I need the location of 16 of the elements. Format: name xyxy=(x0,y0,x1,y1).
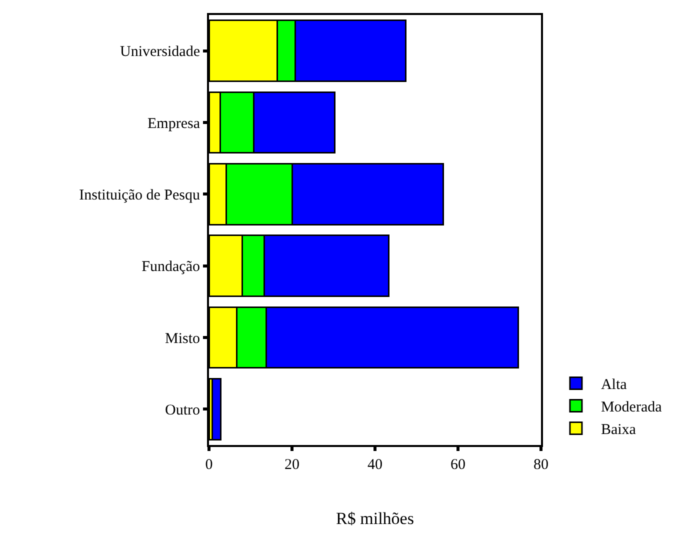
y-tick-label: Instituição de Pesqu xyxy=(79,187,200,204)
bar xyxy=(212,378,222,440)
x-tick-label: 80 xyxy=(534,457,548,473)
y-tick-label: Empresa xyxy=(148,116,200,132)
x-axis-title: R$ milhões xyxy=(336,508,414,528)
legend-label: Baixa xyxy=(600,422,636,438)
y-tick-label: Outro xyxy=(165,402,200,418)
y-tick-label: Fundação xyxy=(142,259,200,276)
legend-label: Moderada xyxy=(600,400,662,416)
x-tick-label: 0 xyxy=(205,457,213,473)
x-tick-label: 40 xyxy=(368,457,382,473)
legend-label: Alta xyxy=(600,377,628,394)
y-tick-label: Universidade xyxy=(120,44,200,60)
x-tick-label: 60 xyxy=(450,457,466,473)
y-tick-label: Misto xyxy=(164,330,200,347)
x-tick-label: 20 xyxy=(284,457,300,473)
